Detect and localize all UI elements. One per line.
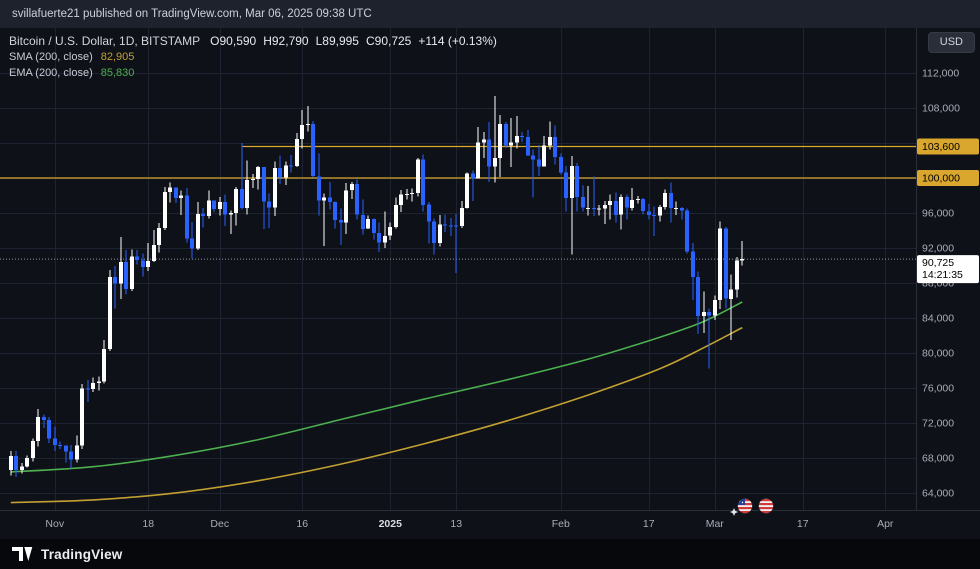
svg-text:13: 13 <box>450 518 462 530</box>
currency-button[interactable]: USD <box>927 32 975 53</box>
horizontal-ray-lines <box>0 145 916 260</box>
svg-text:Feb: Feb <box>552 518 570 530</box>
sma-line <box>10 326 743 504</box>
svg-text:72,000: 72,000 <box>922 417 954 429</box>
svg-text:2025: 2025 <box>379 518 403 530</box>
chart-stickers <box>730 497 775 516</box>
svg-text:112,000: 112,000 <box>922 68 959 80</box>
svg-text:17: 17 <box>643 518 655 530</box>
svg-text:100,000: 100,000 <box>922 173 960 185</box>
time-axis[interactable]: Nov 18 Dec 16 2025 13 Feb 17 Mar 17 Apr <box>45 518 894 530</box>
svg-text:17: 17 <box>797 518 809 530</box>
svg-text:76,000: 76,000 <box>922 382 954 394</box>
candles <box>9 96 744 478</box>
svg-text:92,000: 92,000 <box>922 243 954 255</box>
last-price-chip <box>917 255 979 284</box>
svg-text:14:21:35: 14:21:35 <box>922 269 963 281</box>
svg-text:Dec: Dec <box>210 518 229 530</box>
us-flag-ball-emoji <box>736 497 754 515</box>
svg-text:16: 16 <box>296 518 308 530</box>
footer-bar: TradingView <box>0 539 980 569</box>
striped-ball-emoji <box>757 497 775 515</box>
tradingview-brand[interactable]: TradingView <box>41 546 123 562</box>
svg-text:96,000: 96,000 <box>922 208 954 220</box>
svg-text:Apr: Apr <box>877 518 894 530</box>
svg-text:103,600: 103,600 <box>922 141 960 153</box>
chart-area: 112,000108,000104,000100,00096,00092,000… <box>0 28 980 539</box>
tradingview-logo-icon[interactable] <box>12 547 33 561</box>
svg-text:64,000: 64,000 <box>922 487 954 499</box>
svg-text:108,000: 108,000 <box>922 103 960 115</box>
sparkle-icon <box>730 508 738 516</box>
grid-lines <box>0 28 916 510</box>
candlestick-chart[interactable]: 112,000108,000104,000100,00096,00092,000… <box>0 28 980 539</box>
publish-info-bar: svillafuerte21 published on TradingView.… <box>0 0 980 28</box>
moving-average-lines <box>10 301 743 504</box>
svg-text:Nov: Nov <box>45 518 64 530</box>
publish-info-text: svillafuerte21 published on TradingView.… <box>12 8 372 20</box>
svg-text:18: 18 <box>142 518 154 530</box>
price-axis[interactable]: 112,000108,000104,000100,00096,00092,000… <box>0 28 980 511</box>
svg-text:80,000: 80,000 <box>922 347 954 359</box>
svg-text:90,725: 90,725 <box>922 257 954 269</box>
ema-line <box>10 301 743 473</box>
svg-text:68,000: 68,000 <box>922 452 954 464</box>
svg-text:84,000: 84,000 <box>922 312 954 324</box>
svg-text:Mar: Mar <box>706 518 725 530</box>
